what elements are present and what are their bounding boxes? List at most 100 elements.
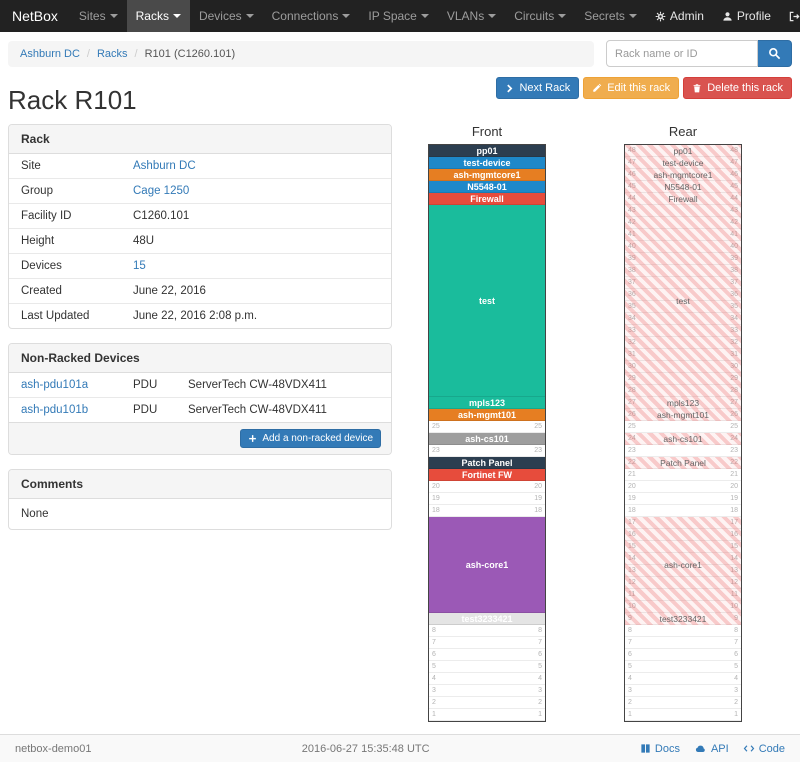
rack-device-ash-cs101[interactable]: ash-cs101 bbox=[625, 433, 741, 445]
rack-device-test-device[interactable]: test-device bbox=[429, 157, 545, 169]
rack-device-mpls123[interactable]: mpls123 bbox=[625, 397, 741, 409]
rack-unit-34: 34 34 bbox=[625, 313, 741, 325]
unit-number: 11 bbox=[628, 589, 635, 601]
rack-device-test[interactable]: test bbox=[625, 205, 741, 397]
unit-number: 2 bbox=[432, 699, 436, 706]
nav-item-racks[interactable]: Racks bbox=[126, 0, 190, 32]
footer-link-docs[interactable]: Docs bbox=[640, 743, 680, 755]
rack-attr-row: Group Cage 1250 bbox=[9, 178, 391, 204]
rack-device-n5548-01[interactable]: N5548-01 bbox=[429, 181, 545, 193]
attr-value-link[interactable]: Cage 1250 bbox=[133, 185, 190, 197]
plus-icon bbox=[248, 434, 257, 443]
unit-number: 4 bbox=[538, 675, 542, 682]
device-name-link[interactable]: ash-pdu101b bbox=[21, 404, 89, 416]
edit-this-rack-button[interactable]: Edit this rack bbox=[583, 77, 680, 99]
footer-link-code[interactable]: Code bbox=[743, 743, 785, 755]
next-rack-button[interactable]: Next Rack bbox=[496, 77, 580, 99]
unit-number: 38 bbox=[730, 265, 738, 277]
nav-item-ip-space[interactable]: IP Space bbox=[359, 0, 437, 32]
non-racked-panel-footer: Add a non-racked device bbox=[9, 422, 391, 454]
rack-search-input[interactable] bbox=[606, 40, 758, 67]
search-button[interactable] bbox=[758, 40, 792, 67]
rack-device-mpls123[interactable]: mpls123 bbox=[429, 397, 545, 409]
rack-device-test3233421[interactable]: test3233421 bbox=[625, 613, 741, 625]
rack-unit-25: 25 25 bbox=[429, 421, 545, 433]
unit-number: 38 bbox=[628, 265, 636, 277]
rack-device-ash-mgmtcore1[interactable]: ash-mgmtcore1 bbox=[625, 169, 741, 181]
attr-value-link[interactable]: Ashburn DC bbox=[133, 160, 196, 172]
nav-item-label: Secrets bbox=[584, 9, 625, 23]
main-content: Rack Site Ashburn DC Group Cage 1250 Facilit… bbox=[8, 124, 792, 722]
unit-number: 13 bbox=[730, 565, 738, 577]
unit-number: 23 bbox=[432, 447, 440, 454]
attr-label: Facility ID bbox=[9, 203, 121, 229]
unit-number: 4 bbox=[432, 675, 436, 682]
breadcrumb-link[interactable]: Racks bbox=[96, 47, 128, 60]
unit-number: 5 bbox=[734, 663, 738, 670]
rack-device-fortinet-fw[interactable]: Fortinet FW bbox=[429, 469, 545, 481]
rack-device-ash-mgmt101[interactable]: ash-mgmt101 bbox=[625, 409, 741, 421]
unit-number: 41 bbox=[628, 229, 636, 241]
delete-this-rack-button[interactable]: Delete this rack bbox=[683, 77, 792, 99]
rack-device-ash-core1[interactable]: ash-core1 bbox=[625, 517, 741, 613]
non-racked-device-row: ash-pdu101a PDU ServerTech CW-48VDX411 bbox=[9, 373, 391, 398]
device-name-link[interactable]: ash-pdu101a bbox=[21, 379, 89, 391]
nav-item-vlans[interactable]: VLANs bbox=[438, 0, 505, 32]
user-menu: Admin Profile Log out bbox=[646, 0, 800, 32]
unit-number: 3 bbox=[734, 687, 738, 694]
rack-device-ash-cs101[interactable]: ash-cs101 bbox=[429, 433, 545, 445]
rack-device-test-device[interactable]: test-device bbox=[625, 157, 741, 169]
nav-item-connections[interactable]: Connections bbox=[263, 0, 360, 32]
main-menu: Sites Racks Devices Connections IP Space VLAN… bbox=[70, 0, 646, 32]
device-role-cell: PDU bbox=[121, 397, 176, 422]
nav-item-secrets[interactable]: Secrets bbox=[575, 0, 646, 32]
nav-item-admin[interactable]: Admin bbox=[646, 0, 713, 32]
rack-device-ash-mgmtcore1[interactable]: ash-mgmtcore1 bbox=[429, 169, 545, 181]
chevron-down-icon bbox=[558, 14, 567, 18]
nav-item-log-out[interactable]: Log out bbox=[780, 0, 800, 32]
rack-device-test[interactable]: test bbox=[429, 205, 545, 397]
navbar: NetBox Sites Racks Devices Connections IP Sp… bbox=[0, 0, 800, 32]
unit-number: 24 bbox=[628, 433, 636, 445]
unit-number: 11 bbox=[731, 589, 738, 601]
unit-number: 3 bbox=[432, 687, 436, 694]
brand[interactable]: NetBox bbox=[12, 8, 58, 24]
rack-device-n5548-01[interactable]: N5548-01 bbox=[625, 181, 741, 193]
unit-number: 37 bbox=[628, 277, 636, 289]
nav-item-label: Sites bbox=[78, 9, 106, 23]
rack-device-firewall[interactable]: Firewall bbox=[625, 193, 741, 205]
nav-item-profile[interactable]: Profile bbox=[713, 0, 780, 32]
rack-device-patch-panel[interactable]: Patch Panel bbox=[429, 457, 545, 469]
nav-item-circuits[interactable]: Circuits bbox=[505, 0, 575, 32]
add-non-racked-device-button[interactable]: Add a non-racked device bbox=[240, 429, 381, 448]
rack-device-ash-mgmt101[interactable]: ash-mgmt101 bbox=[429, 409, 545, 421]
breadcrumb-link[interactable]: Ashburn DC bbox=[20, 47, 80, 60]
unit-number: 6 bbox=[432, 651, 436, 658]
rack-unit-23: 23 23 bbox=[625, 445, 741, 457]
unit-number: 33 bbox=[730, 325, 738, 337]
rack-device-patch-panel[interactable]: Patch Panel bbox=[625, 457, 741, 469]
rack-unit-19: 19 19 bbox=[625, 493, 741, 505]
rack-device-pp01[interactable]: pp01 bbox=[429, 145, 545, 157]
nav-item-devices[interactable]: Devices bbox=[190, 0, 263, 32]
attr-label: Devices bbox=[9, 253, 121, 279]
nav-item-sites[interactable]: Sites bbox=[70, 0, 127, 32]
rack-unit-42: 42 42 bbox=[625, 217, 741, 229]
rack-device-pp01[interactable]: pp01 bbox=[625, 145, 741, 157]
rear-rack-diagram: 4848474746464545444443434242414140403939… bbox=[624, 144, 742, 722]
rack-device-firewall[interactable]: Firewall bbox=[429, 193, 545, 205]
attr-label: Created bbox=[9, 278, 121, 304]
unit-number: 45 bbox=[730, 181, 738, 193]
comments-panel: Comments None bbox=[8, 469, 392, 530]
footer-link-api[interactable]: API bbox=[694, 743, 729, 755]
rack-device-ash-core1[interactable]: ash-core1 bbox=[429, 517, 545, 613]
breadcrumb-item: Ashburn DC bbox=[20, 48, 80, 60]
rack-unit-14: 14 14 bbox=[625, 553, 741, 565]
rack-device-test3233421[interactable]: test3233421 bbox=[429, 613, 545, 625]
unit-number: 9 bbox=[734, 613, 738, 625]
unit-number: 22 bbox=[628, 457, 636, 469]
attr-value-link[interactable]: 15 bbox=[133, 260, 146, 272]
